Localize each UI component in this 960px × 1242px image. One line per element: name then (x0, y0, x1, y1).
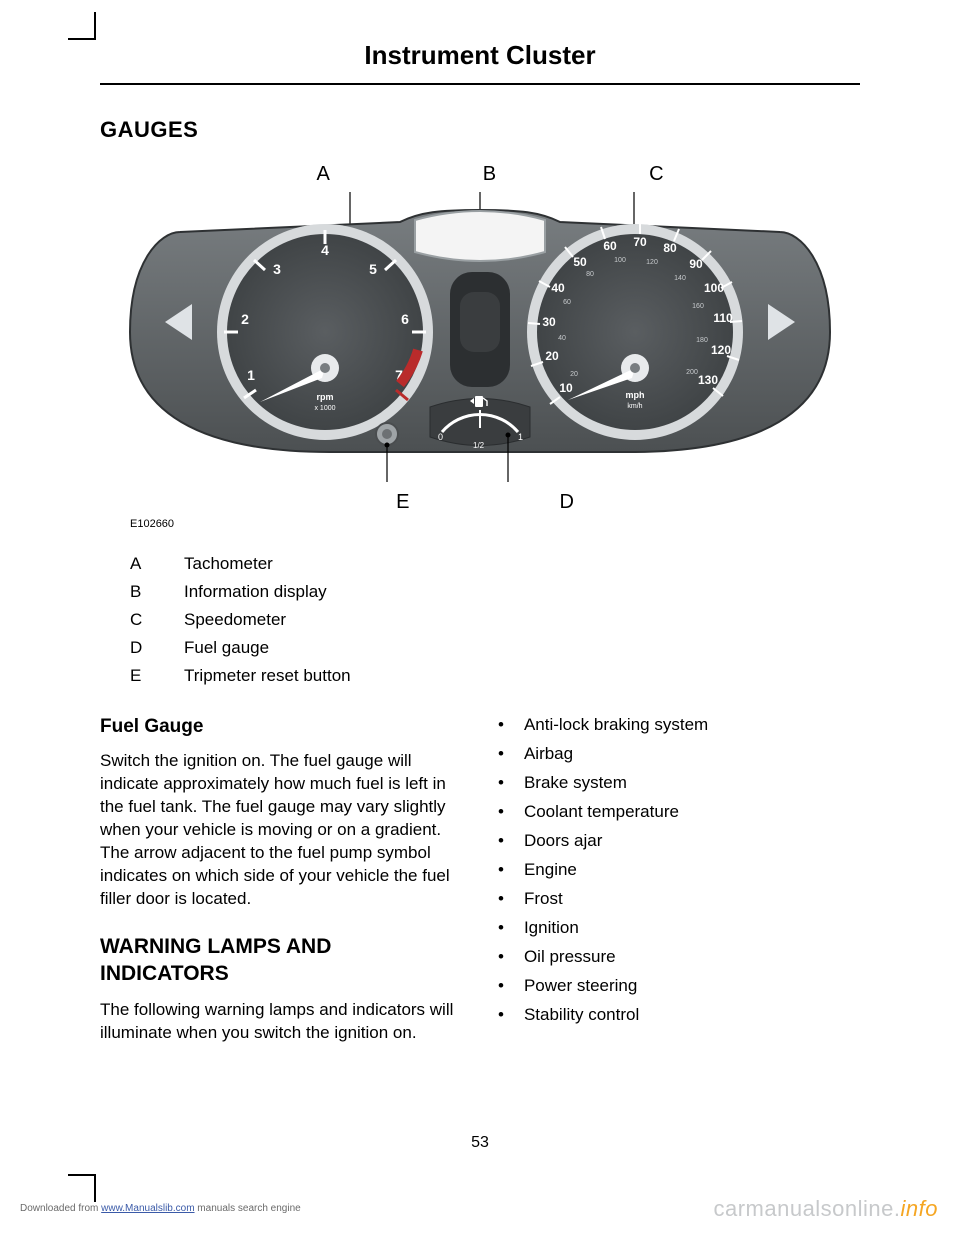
svg-text:90: 90 (689, 257, 703, 271)
warning-items-list: Anti-lock braking system Airbag Brake sy… (498, 714, 860, 1026)
warning-lamps-heading: WARNING LAMPS AND INDICATORS (100, 934, 462, 987)
svg-text:70: 70 (633, 235, 647, 249)
svg-text:140: 140 (674, 275, 686, 282)
page-title: Instrument Cluster (100, 40, 860, 85)
svg-text:180: 180 (696, 337, 708, 344)
legend-d-letter: D (130, 634, 148, 662)
footer-watermark: carmanualsonline.info (713, 1196, 938, 1222)
warn-item-4: Doors ajar (524, 830, 602, 853)
warn-item-5: Engine (524, 859, 577, 882)
svg-text:5: 5 (369, 261, 377, 277)
warn-item-6: Frost (524, 888, 563, 911)
svg-text:3: 3 (273, 261, 281, 277)
legend-d-text: Fuel gauge (184, 634, 269, 662)
legend-list: A Tachometer B Information display C Speedo… (130, 550, 860, 690)
warn-item-7: Ignition (524, 917, 579, 940)
fuel-gauge-text: Switch the ignition on. The fuel gauge w… (100, 750, 462, 911)
svg-text:1: 1 (247, 367, 255, 383)
callout-c: C (649, 163, 663, 186)
crop-mark-bottom-left (68, 1174, 96, 1202)
callout-b: B (483, 163, 496, 186)
warning-lamps-intro: The following warning lamps and indicato… (100, 999, 462, 1045)
warn-item-3: Coolant temperature (524, 801, 679, 824)
svg-text:1/2: 1/2 (473, 441, 485, 450)
footer-right-main: carmanualsonline. (713, 1196, 900, 1221)
warn-item-1: Airbag (524, 743, 573, 766)
warn-item-9: Power steering (524, 975, 637, 998)
svg-text:4: 4 (321, 242, 329, 258)
svg-text:rpm: rpm (316, 392, 333, 402)
footer-left-post: manuals search engine (195, 1203, 301, 1214)
svg-text:60: 60 (603, 239, 617, 253)
footer-left-pre: Downloaded from (20, 1203, 101, 1214)
legend-c-letter: C (130, 606, 148, 634)
svg-text:100: 100 (614, 257, 626, 264)
cluster-svg: 1 2 3 4 5 6 7 rpm x 1000 (100, 192, 860, 482)
svg-text:130: 130 (698, 373, 718, 387)
svg-text:120: 120 (711, 343, 731, 357)
svg-text:x 1000: x 1000 (314, 405, 335, 412)
warn-item-0: Anti-lock braking system (524, 714, 708, 737)
svg-text:6: 6 (401, 311, 409, 327)
instrument-cluster-figure: A B C (100, 163, 860, 530)
svg-text:20: 20 (545, 349, 559, 363)
svg-text:10: 10 (559, 381, 573, 395)
svg-text:30: 30 (542, 315, 556, 329)
warn-item-10: Stability control (524, 1004, 639, 1027)
callout-a: A (316, 163, 329, 186)
svg-text:110: 110 (713, 311, 733, 325)
svg-text:120: 120 (646, 259, 658, 266)
svg-text:km/h: km/h (627, 403, 642, 410)
svg-text:80: 80 (663, 241, 677, 255)
svg-text:200: 200 (686, 369, 698, 376)
legend-a-text: Tachometer (184, 550, 273, 578)
legend-a-letter: A (130, 550, 148, 578)
legend-b-letter: B (130, 578, 148, 606)
svg-text:40: 40 (551, 281, 565, 295)
svg-text:mph: mph (626, 390, 645, 400)
left-column: Fuel Gauge Switch the ignition on. The f… (100, 714, 462, 1069)
footer-source: Downloaded from www.Manualslib.com manua… (20, 1203, 301, 1214)
fuel-gauge-heading: Fuel Gauge (100, 714, 462, 740)
callout-e: E (396, 491, 409, 514)
svg-text:40: 40 (558, 335, 566, 342)
svg-text:50: 50 (573, 255, 587, 269)
legend-b-text: Information display (184, 578, 327, 606)
callout-d: D (559, 491, 573, 514)
svg-text:80: 80 (586, 271, 594, 278)
warn-item-2: Brake system (524, 772, 627, 795)
warn-item-8: Oil pressure (524, 946, 616, 969)
footer-right-accent: info (901, 1196, 938, 1221)
legend-e-text: Tripmeter reset button (184, 662, 351, 690)
legend-e-letter: E (130, 662, 148, 690)
page-number: 53 (0, 1134, 960, 1152)
svg-text:160: 160 (692, 303, 704, 310)
right-column: Anti-lock braking system Airbag Brake sy… (498, 714, 860, 1069)
section-gauges-title: GAUGES (100, 117, 860, 143)
legend-c-text: Speedometer (184, 606, 286, 634)
svg-text:60: 60 (563, 299, 571, 306)
figure-id: E102660 (130, 518, 860, 530)
svg-text:0: 0 (438, 432, 443, 442)
footer-left-link[interactable]: www.Manualslib.com (101, 1203, 194, 1214)
svg-text:20: 20 (570, 371, 578, 378)
crop-mark-top-left (68, 12, 96, 40)
svg-text:1: 1 (518, 432, 523, 442)
svg-text:2: 2 (241, 311, 249, 327)
